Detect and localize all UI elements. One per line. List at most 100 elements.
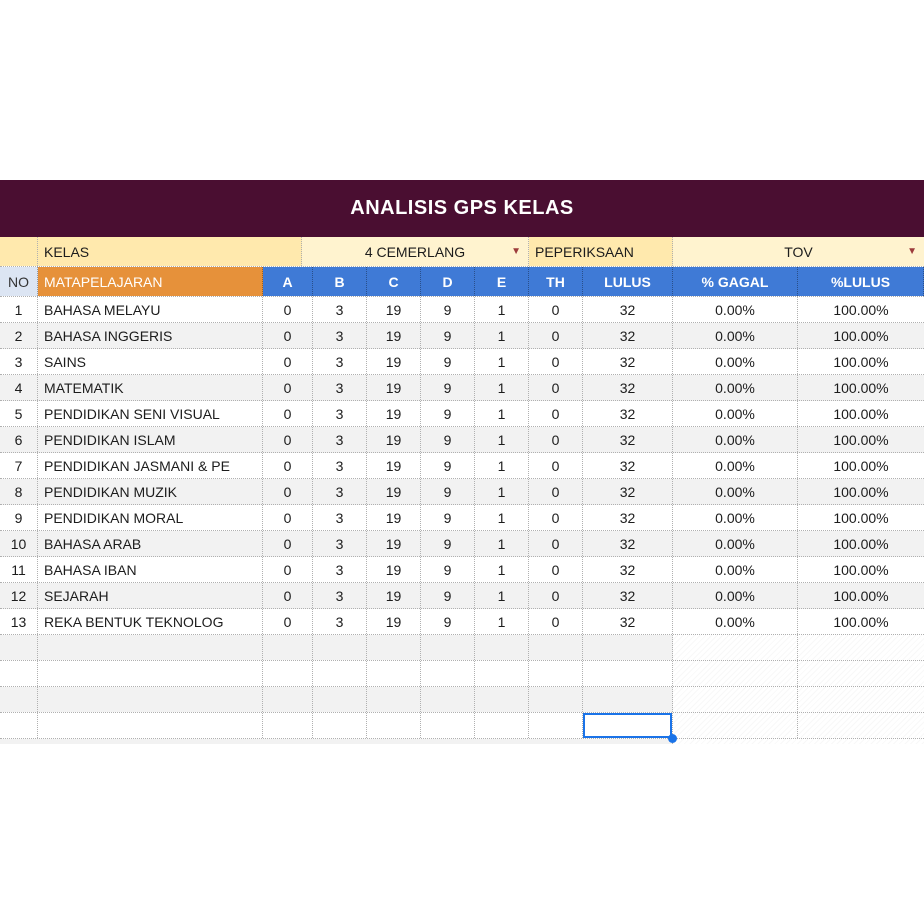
cell-grade-c[interactable]: 19 <box>367 583 421 608</box>
header-grade-a[interactable]: A <box>263 267 313 296</box>
empty-cell[interactable] <box>0 661 38 686</box>
cell-grade-a[interactable]: 0 <box>263 583 313 608</box>
header-pct-gagal[interactable]: % GAGAL <box>673 267 798 296</box>
cell-grade-d[interactable]: 9 <box>421 375 475 400</box>
cell-grade-c[interactable]: 19 <box>367 453 421 478</box>
empty-cell[interactable] <box>367 661 421 686</box>
kelas-label-cell[interactable]: KELAS <box>38 237 302 266</box>
empty-cell[interactable] <box>529 661 583 686</box>
header-th[interactable]: TH <box>529 267 583 296</box>
cell-grade-c[interactable]: 19 <box>367 531 421 556</box>
peperiksaan-dropdown[interactable]: TOV ▼ <box>673 237 924 266</box>
cell-grade-b[interactable]: 3 <box>313 531 367 556</box>
cell-lulus[interactable]: 32 <box>583 531 673 556</box>
empty-cell[interactable] <box>367 713 421 738</box>
cell-grade-b[interactable]: 3 <box>313 505 367 530</box>
header-grade-c[interactable]: C <box>367 267 421 296</box>
cell-pct-lulus[interactable]: 100.00% <box>833 587 889 604</box>
cell-pct-lulus[interactable]: 100.00% <box>833 483 889 500</box>
cell-th[interactable]: 0 <box>529 427 583 452</box>
cell-subject[interactable]: BAHASA ARAB <box>38 531 263 556</box>
header-no[interactable]: NO <box>0 267 38 296</box>
cell-grade-b[interactable]: 3 <box>313 323 367 348</box>
cell-no[interactable]: 5 <box>0 401 38 426</box>
cell-grade-a[interactable]: 0 <box>263 479 313 504</box>
empty-cell[interactable] <box>263 687 313 712</box>
filter-blank-cell[interactable] <box>0 237 38 266</box>
cell-grade-a[interactable]: 0 <box>263 427 313 452</box>
cell-subject[interactable]: SEJARAH <box>38 583 263 608</box>
cell-grade-a[interactable]: 0 <box>263 297 313 322</box>
empty-cell[interactable] <box>673 687 798 712</box>
cell-lulus[interactable]: 32 <box>583 557 673 582</box>
cell-no[interactable]: 7 <box>0 453 38 478</box>
cell-pct-lulus[interactable]: 100.00% <box>833 457 889 474</box>
cell-grade-a[interactable]: 0 <box>263 323 313 348</box>
cell-grade-e[interactable]: 1 <box>475 297 529 322</box>
cell-no[interactable]: 9 <box>0 505 38 530</box>
cell-pct-gagal[interactable]: 0.00% <box>673 375 798 400</box>
cell-pct-lulus[interactable]: 100.00% <box>833 379 889 396</box>
cell-pct-gagal[interactable]: 0.00% <box>673 505 798 530</box>
cell-grade-b[interactable]: 3 <box>313 557 367 582</box>
cell-th[interactable]: 0 <box>529 349 583 374</box>
cell-grade-c[interactable]: 19 <box>367 323 421 348</box>
cell-grade-d[interactable]: 9 <box>421 479 475 504</box>
empty-cell[interactable] <box>421 713 475 738</box>
cell-grade-e[interactable]: 1 <box>475 401 529 426</box>
header-grade-d[interactable]: D <box>421 267 475 296</box>
header-grade-e[interactable]: E <box>475 267 529 296</box>
cell-grade-a[interactable]: 0 <box>263 401 313 426</box>
cell-th[interactable]: 0 <box>529 505 583 530</box>
cell-grade-c[interactable]: 19 <box>367 427 421 452</box>
empty-cell[interactable] <box>798 713 924 738</box>
empty-cell[interactable] <box>313 635 367 660</box>
cell-grade-c[interactable]: 19 <box>367 505 421 530</box>
cell-grade-d[interactable]: 9 <box>421 297 475 322</box>
empty-cell[interactable] <box>475 635 529 660</box>
cell-grade-b[interactable]: 3 <box>313 427 367 452</box>
cell-lulus[interactable]: 32 <box>583 479 673 504</box>
empty-cell[interactable] <box>583 635 673 660</box>
cell-no[interactable]: 1 <box>0 297 38 322</box>
dropdown-arrow-icon[interactable]: ▼ <box>511 245 521 257</box>
cell-pct-gagal[interactable]: 0.00% <box>673 401 798 426</box>
cell-pct-lulus[interactable]: 100.00% <box>833 327 889 344</box>
empty-cell[interactable] <box>475 687 529 712</box>
cell-subject[interactable]: PENDIDIKAN SENI VISUAL <box>38 401 263 426</box>
cell-grade-c[interactable]: 19 <box>367 479 421 504</box>
cell-subject[interactable]: PENDIDIKAN JASMANI & PE <box>38 453 263 478</box>
cell-pct-gagal[interactable]: 0.00% <box>673 297 798 322</box>
cell-grade-d[interactable]: 9 <box>421 505 475 530</box>
cell-grade-a[interactable]: 0 <box>263 505 313 530</box>
cell-lulus[interactable]: 32 <box>583 505 673 530</box>
cell-lulus[interactable]: 32 <box>583 453 673 478</box>
cell-subject[interactable]: MATEMATIK <box>38 375 263 400</box>
cell-subject[interactable]: REKA BENTUK TEKNOLOG <box>38 609 263 634</box>
cell-th[interactable]: 0 <box>529 583 583 608</box>
cell-grade-e[interactable]: 1 <box>475 583 529 608</box>
cell-no[interactable]: 3 <box>0 349 38 374</box>
cell-subject[interactable]: BAHASA INGGERIS <box>38 323 263 348</box>
empty-cell[interactable] <box>0 635 38 660</box>
cell-pct-lulus[interactable]: 100.00% <box>833 535 889 552</box>
dropdown-arrow-icon[interactable]: ▼ <box>907 245 917 257</box>
cell-grade-b[interactable]: 3 <box>313 453 367 478</box>
cell-th[interactable]: 0 <box>529 401 583 426</box>
cell-grade-e[interactable]: 1 <box>475 375 529 400</box>
cell-no[interactable]: 2 <box>0 323 38 348</box>
cell-grade-e[interactable]: 1 <box>475 609 529 634</box>
empty-cell[interactable] <box>0 713 38 738</box>
empty-cell[interactable] <box>313 687 367 712</box>
empty-cell[interactable] <box>263 661 313 686</box>
cell-lulus[interactable]: 32 <box>583 323 673 348</box>
empty-cell[interactable] <box>529 635 583 660</box>
cell-grade-b[interactable]: 3 <box>313 479 367 504</box>
cell-pct-lulus[interactable]: 100.00% <box>833 561 889 578</box>
empty-cell[interactable] <box>0 687 38 712</box>
cell-lulus[interactable]: 32 <box>583 609 673 634</box>
cell-th[interactable]: 0 <box>529 479 583 504</box>
cell-lulus[interactable]: 32 <box>583 583 673 608</box>
kelas-dropdown[interactable]: 4 CEMERLANG ▼ <box>302 237 529 266</box>
cell-subject[interactable]: PENDIDIKAN ISLAM <box>38 427 263 452</box>
